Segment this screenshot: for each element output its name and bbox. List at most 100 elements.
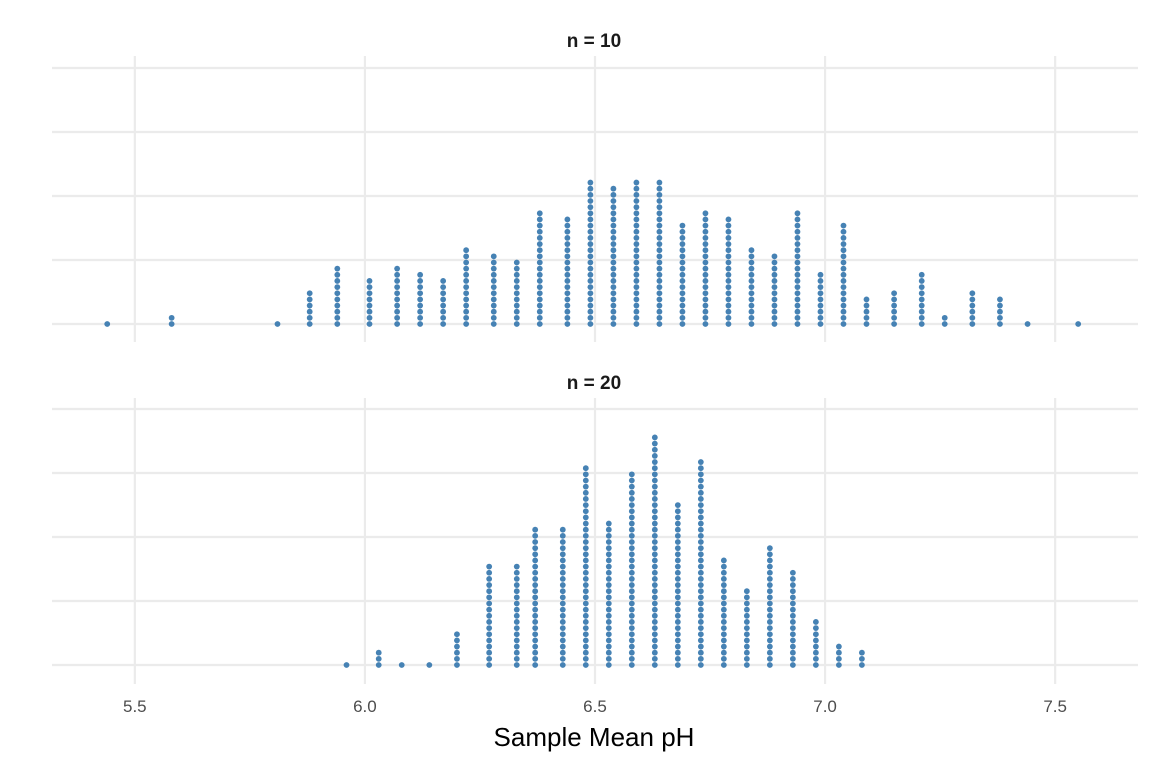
- dot: [536, 241, 543, 247]
- dot: [587, 235, 594, 241]
- dot: [771, 302, 778, 309]
- dot: [697, 600, 704, 607]
- dot: [463, 265, 470, 272]
- dot: [771, 278, 778, 284]
- dot: [274, 321, 281, 327]
- dot: [679, 259, 686, 266]
- dot: [651, 539, 658, 545]
- facet-title: n = 10: [567, 31, 621, 52]
- dot: [679, 235, 686, 241]
- dot: [702, 241, 709, 247]
- dot: [633, 179, 640, 186]
- dot: [168, 314, 175, 321]
- dot: [633, 284, 640, 290]
- dot: [394, 265, 401, 272]
- dot: [794, 296, 801, 303]
- dot: [812, 643, 819, 650]
- dot: [490, 302, 497, 309]
- dot: [697, 502, 704, 508]
- dot: [532, 619, 539, 625]
- dot: [394, 302, 401, 309]
- dot: [1024, 321, 1031, 327]
- dot: [394, 308, 401, 315]
- dot: [628, 477, 635, 484]
- dot: [656, 265, 663, 272]
- dot: [794, 235, 801, 241]
- dot: [697, 545, 704, 552]
- dot: [891, 290, 898, 297]
- dot: [490, 284, 497, 290]
- dot: [417, 284, 424, 290]
- dot: [587, 290, 594, 297]
- dot: [840, 259, 847, 266]
- dot: [766, 600, 773, 607]
- dot: [766, 631, 773, 638]
- dot: [794, 247, 801, 254]
- dot: [582, 563, 589, 570]
- dot: [532, 625, 539, 631]
- dot: [702, 247, 709, 254]
- dot: [334, 296, 341, 303]
- dot: [559, 625, 566, 631]
- dot: [766, 662, 773, 668]
- dot: [440, 314, 447, 321]
- dot: [656, 271, 663, 278]
- dot: [697, 643, 704, 650]
- dot: [748, 302, 755, 309]
- dot: [720, 637, 727, 644]
- dot: [720, 631, 727, 638]
- dot: [941, 314, 948, 321]
- dot: [743, 600, 750, 607]
- dot: [891, 308, 898, 315]
- dot: [633, 228, 640, 235]
- dot: [366, 321, 373, 327]
- dot: [840, 228, 847, 235]
- dot: [679, 290, 686, 297]
- dot: [536, 253, 543, 260]
- dot: [918, 271, 925, 278]
- dot: [766, 576, 773, 582]
- dot: [812, 662, 819, 668]
- dot: [697, 539, 704, 545]
- dot: [532, 606, 539, 613]
- dot: [812, 655, 819, 662]
- dot: [674, 514, 681, 521]
- dot: [394, 296, 401, 303]
- dot: [366, 296, 373, 303]
- dot: [720, 612, 727, 619]
- dot: [605, 649, 612, 656]
- dot: [513, 321, 520, 327]
- dot: [702, 210, 709, 217]
- dot: [766, 637, 773, 644]
- dot: [891, 296, 898, 303]
- dot: [697, 594, 704, 601]
- dot: [536, 314, 543, 321]
- dot: [766, 545, 773, 552]
- dot: [812, 649, 819, 656]
- dot: [417, 296, 424, 303]
- dot: [720, 582, 727, 588]
- dot: [564, 290, 571, 297]
- dot: [651, 520, 658, 527]
- dot: [748, 284, 755, 290]
- dot: [394, 314, 401, 321]
- dot: [997, 308, 1003, 315]
- dot: [587, 296, 594, 303]
- dot: [582, 637, 589, 644]
- dot: [725, 235, 732, 241]
- dot: [334, 321, 341, 327]
- dot: [532, 612, 539, 619]
- dot: [343, 662, 350, 668]
- dot: [771, 314, 778, 321]
- dot: [628, 655, 635, 662]
- dot: [454, 631, 460, 638]
- dot: [840, 314, 847, 321]
- dot: [720, 625, 727, 631]
- dot: [697, 526, 704, 533]
- dot: [720, 662, 727, 668]
- dot: [679, 314, 686, 321]
- dot: [306, 296, 313, 303]
- dot: [656, 259, 663, 266]
- dot: [490, 290, 497, 297]
- dot: [532, 569, 539, 576]
